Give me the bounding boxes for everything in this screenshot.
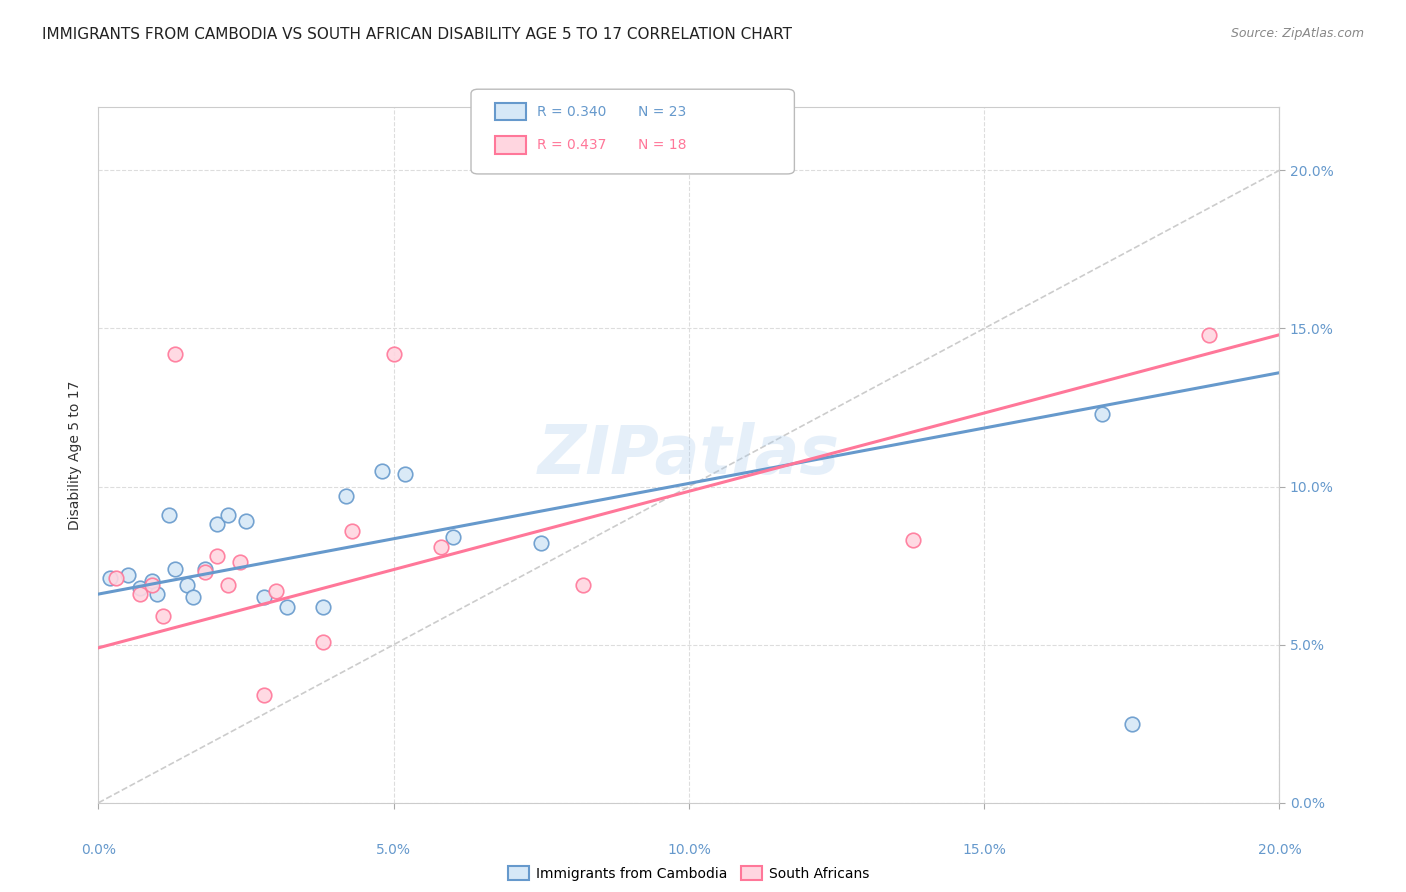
Text: R = 0.340: R = 0.340 — [537, 104, 606, 119]
Point — [141, 577, 163, 591]
Text: 15.0%: 15.0% — [962, 843, 1007, 857]
Point — [217, 577, 239, 591]
Point — [441, 530, 464, 544]
Legend: Immigrants from Cambodia, South Africans: Immigrants from Cambodia, South Africans — [503, 861, 875, 887]
Point — [312, 634, 335, 648]
Point — [141, 574, 163, 589]
Point — [382, 347, 405, 361]
Point — [253, 591, 276, 605]
Point — [157, 508, 180, 522]
Point — [530, 536, 553, 550]
Point — [430, 540, 453, 554]
Point — [903, 533, 925, 548]
Text: N = 23: N = 23 — [638, 104, 686, 119]
Point — [253, 688, 276, 702]
Point — [105, 571, 128, 585]
Point — [152, 609, 174, 624]
Point — [394, 467, 416, 481]
Point — [571, 577, 593, 591]
Point — [117, 568, 139, 582]
Point — [194, 565, 217, 579]
Point — [1198, 327, 1220, 342]
Point — [235, 514, 257, 528]
Text: IMMIGRANTS FROM CAMBODIA VS SOUTH AFRICAN DISABILITY AGE 5 TO 17 CORRELATION CHA: IMMIGRANTS FROM CAMBODIA VS SOUTH AFRICA… — [42, 27, 792, 42]
Point — [1091, 407, 1114, 421]
Point — [98, 571, 121, 585]
Point — [128, 581, 150, 595]
Text: 10.0%: 10.0% — [666, 843, 711, 857]
Text: 5.0%: 5.0% — [377, 843, 411, 857]
Y-axis label: Disability Age 5 to 17: Disability Age 5 to 17 — [69, 380, 83, 530]
Point — [371, 464, 394, 478]
Text: N = 18: N = 18 — [638, 138, 686, 153]
Point — [205, 517, 228, 532]
Point — [176, 577, 198, 591]
Point — [229, 556, 252, 570]
Point — [342, 524, 364, 538]
Text: 0.0%: 0.0% — [82, 843, 115, 857]
Point — [264, 583, 287, 598]
Point — [146, 587, 169, 601]
Text: R = 0.437: R = 0.437 — [537, 138, 606, 153]
Point — [1121, 716, 1143, 731]
Text: 20.0%: 20.0% — [1257, 843, 1302, 857]
Point — [165, 562, 187, 576]
Text: ZIPatlas: ZIPatlas — [538, 422, 839, 488]
Point — [165, 347, 187, 361]
Point — [205, 549, 228, 563]
Point — [217, 508, 239, 522]
Point — [312, 599, 335, 614]
Point — [194, 562, 217, 576]
Point — [181, 591, 204, 605]
Point — [276, 599, 298, 614]
Point — [128, 587, 150, 601]
Point — [335, 489, 357, 503]
Text: Source: ZipAtlas.com: Source: ZipAtlas.com — [1230, 27, 1364, 40]
